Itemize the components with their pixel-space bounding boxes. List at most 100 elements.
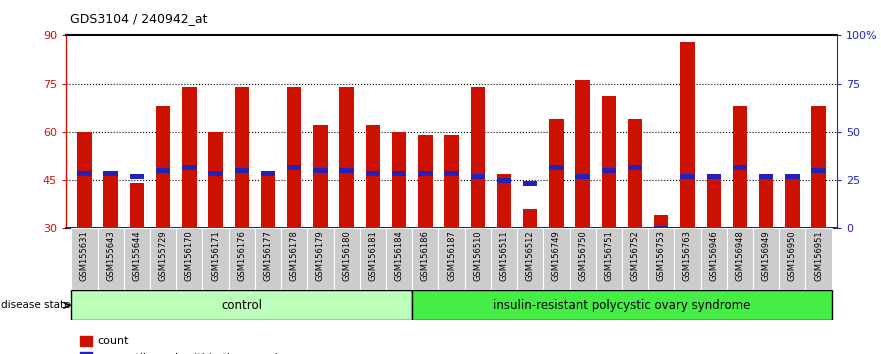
- Text: GSM156171: GSM156171: [211, 230, 220, 281]
- Bar: [103, 171, 118, 176]
- Text: GSM156751: GSM156751: [604, 230, 613, 281]
- Text: GSM156749: GSM156749: [552, 230, 561, 281]
- Bar: [575, 80, 589, 228]
- Bar: [654, 226, 669, 231]
- Text: disease state: disease state: [1, 300, 70, 310]
- Text: GSM156950: GSM156950: [788, 230, 797, 281]
- Text: GSM156178: GSM156178: [290, 230, 299, 281]
- Text: GSM156177: GSM156177: [263, 230, 272, 281]
- Text: GSM156179: GSM156179: [316, 230, 325, 281]
- Bar: [759, 174, 774, 228]
- Bar: [727, 228, 753, 290]
- Bar: [648, 228, 674, 290]
- Text: GSM155631: GSM155631: [80, 230, 89, 281]
- Text: GSM156753: GSM156753: [656, 230, 666, 281]
- Text: GSM156510: GSM156510: [473, 230, 482, 281]
- Bar: [412, 290, 832, 320]
- Bar: [517, 228, 544, 290]
- Bar: [314, 125, 328, 228]
- Bar: [418, 135, 433, 228]
- Text: GSM156750: GSM156750: [578, 230, 587, 281]
- Bar: [255, 228, 281, 290]
- Bar: [444, 135, 459, 228]
- Bar: [130, 183, 144, 228]
- Bar: [307, 228, 334, 290]
- Text: insulin-resistant polycystic ovary syndrome: insulin-resistant polycystic ovary syndr…: [493, 299, 751, 312]
- Bar: [314, 168, 328, 173]
- Text: GSM155644: GSM155644: [132, 230, 141, 281]
- Bar: [753, 228, 780, 290]
- Bar: [549, 119, 564, 228]
- Bar: [412, 228, 439, 290]
- Text: GSM156946: GSM156946: [709, 230, 718, 281]
- Bar: [811, 106, 825, 228]
- Bar: [596, 228, 622, 290]
- Bar: [707, 174, 721, 179]
- Bar: [366, 171, 380, 176]
- Bar: [733, 106, 747, 228]
- Bar: [759, 174, 774, 179]
- Bar: [182, 87, 196, 228]
- Text: GSM156170: GSM156170: [185, 230, 194, 281]
- Bar: [439, 228, 464, 290]
- Bar: [261, 174, 275, 228]
- Bar: [418, 171, 433, 176]
- Bar: [575, 174, 589, 179]
- Bar: [700, 228, 727, 290]
- Text: control: control: [221, 299, 263, 312]
- Text: GSM156181: GSM156181: [368, 230, 377, 281]
- Bar: [78, 132, 92, 228]
- Bar: [780, 228, 805, 290]
- Bar: [674, 228, 700, 290]
- Bar: [150, 228, 176, 290]
- Bar: [182, 165, 196, 170]
- Bar: [491, 228, 517, 290]
- Bar: [523, 209, 537, 228]
- Bar: [805, 228, 832, 290]
- Bar: [811, 168, 825, 173]
- Bar: [359, 228, 386, 290]
- Legend: count, percentile rank within the sample: count, percentile rank within the sample: [76, 331, 290, 354]
- Bar: [707, 174, 721, 228]
- Text: GSM156184: GSM156184: [395, 230, 403, 281]
- Bar: [287, 165, 301, 170]
- Bar: [785, 174, 800, 228]
- Bar: [130, 174, 144, 179]
- Bar: [523, 181, 537, 186]
- Bar: [628, 165, 642, 170]
- Text: GSM156180: GSM156180: [342, 230, 352, 281]
- Bar: [281, 228, 307, 290]
- Bar: [229, 228, 255, 290]
- Bar: [628, 119, 642, 228]
- Bar: [234, 87, 249, 228]
- Bar: [392, 171, 406, 176]
- Bar: [156, 106, 170, 228]
- Bar: [622, 228, 648, 290]
- Bar: [386, 228, 412, 290]
- Bar: [103, 174, 118, 228]
- Text: GSM156763: GSM156763: [683, 230, 692, 281]
- Bar: [176, 228, 203, 290]
- Text: GSM156951: GSM156951: [814, 230, 823, 281]
- Text: GSM156186: GSM156186: [421, 230, 430, 281]
- Text: GDS3104 / 240942_at: GDS3104 / 240942_at: [70, 12, 208, 25]
- Bar: [339, 87, 354, 228]
- Bar: [156, 168, 170, 173]
- Bar: [733, 165, 747, 170]
- Bar: [549, 165, 564, 170]
- Bar: [203, 228, 229, 290]
- Text: GSM156948: GSM156948: [736, 230, 744, 281]
- Bar: [339, 168, 354, 173]
- Text: GSM155729: GSM155729: [159, 230, 167, 281]
- Bar: [602, 97, 616, 228]
- Bar: [464, 228, 491, 290]
- Bar: [98, 228, 123, 290]
- Text: GSM155643: GSM155643: [106, 230, 115, 281]
- Bar: [470, 87, 485, 228]
- Bar: [334, 228, 359, 290]
- Bar: [78, 171, 92, 176]
- Bar: [287, 87, 301, 228]
- Bar: [569, 228, 596, 290]
- Bar: [785, 174, 800, 179]
- Text: GSM156752: GSM156752: [631, 230, 640, 281]
